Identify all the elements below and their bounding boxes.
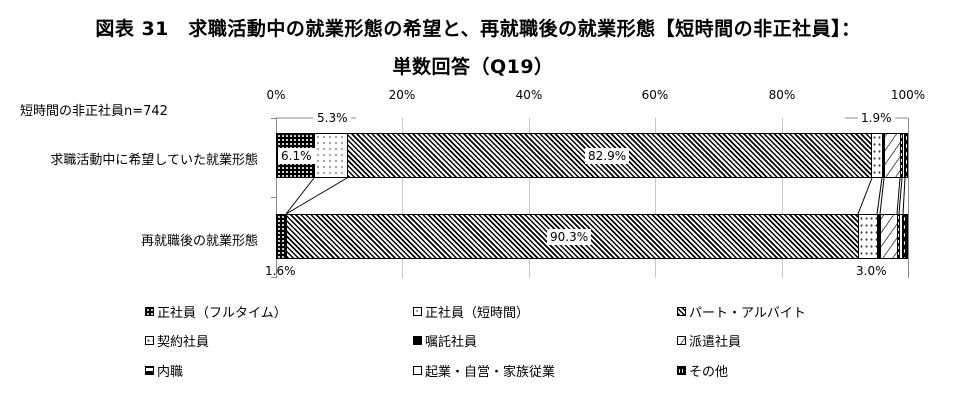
x-tick-0: 0% bbox=[266, 88, 286, 102]
data-label-bar2-fulltime: 1.6% bbox=[265, 264, 296, 278]
legend-swatch-icon bbox=[145, 366, 154, 375]
legend-swatch-icon bbox=[145, 336, 154, 345]
data-label-bar1-contract: 1.9% bbox=[858, 110, 895, 126]
y-axis bbox=[276, 118, 277, 278]
x-tick-40: 40% bbox=[515, 88, 543, 102]
category-label-actual: 再就職後の就業形態 bbox=[140, 234, 258, 249]
legend-swatch-icon bbox=[413, 336, 422, 345]
segment-other bbox=[902, 214, 908, 259]
y-axis-tick bbox=[271, 197, 276, 198]
gridline bbox=[655, 118, 656, 278]
data-label-bar1-part: 82.9% bbox=[585, 148, 630, 164]
legend-item-shokutaku: 嘱託社員 bbox=[413, 331, 477, 350]
legend-swatch-icon bbox=[677, 366, 686, 375]
data-label-bar1-fulltime: 6.1% bbox=[278, 148, 315, 164]
x-tick-60: 60% bbox=[641, 88, 669, 102]
legend-item-other: その他 bbox=[677, 361, 728, 380]
data-label-bar2-part: 90.3% bbox=[547, 229, 592, 245]
y-axis-tick bbox=[271, 118, 276, 119]
data-label-bar1-shorttime: 5.3% bbox=[314, 110, 351, 126]
legend-swatch-icon bbox=[677, 307, 686, 316]
segment-dispatch bbox=[880, 214, 898, 259]
legend-item-home-work: 内職 bbox=[145, 361, 183, 380]
gridline bbox=[402, 118, 403, 278]
segment-dispatch bbox=[884, 133, 901, 178]
legend-item-contract: 契約社員 bbox=[145, 331, 209, 350]
gridline bbox=[908, 118, 909, 278]
legend-swatch-icon bbox=[677, 336, 686, 345]
legend-item-dispatch: 派遣社員 bbox=[677, 331, 741, 350]
x-tick-100: 100% bbox=[890, 88, 926, 102]
legend-item-shorttime: 正社員（短時間） bbox=[413, 302, 529, 321]
legend-swatch-icon bbox=[145, 307, 154, 316]
sample-size-label: 短時間の非正社員n=742 bbox=[20, 104, 168, 119]
legend-swatch-icon bbox=[413, 307, 422, 316]
category-label-desired: 求職活動中に希望していた就業形態 bbox=[50, 153, 258, 168]
y-axis-tick bbox=[271, 277, 276, 278]
legend-item-part-time: パート・アルバイト bbox=[677, 302, 806, 321]
legend-swatch-icon bbox=[413, 366, 422, 375]
x-tick-20: 20% bbox=[388, 88, 416, 102]
segment-contract bbox=[858, 214, 878, 259]
bar-actual bbox=[276, 214, 908, 259]
segment-shorttime bbox=[314, 133, 348, 178]
legend-item-fulltime: 正社員（フルタイム） bbox=[145, 302, 287, 321]
chart-subtitle: 単数回答（Q19） bbox=[392, 56, 554, 78]
legend-item-self-employed: 起業・自営・家族従業 bbox=[413, 361, 555, 380]
gridline bbox=[782, 118, 783, 278]
x-tick-80: 80% bbox=[768, 88, 796, 102]
data-label-bar2-contract: 3.0% bbox=[856, 264, 887, 278]
segment-other bbox=[904, 133, 908, 178]
chart-title: 図表 31 求職活動中の就業形態の希望と、再就職後の就業形態【短時間の非正社員】… bbox=[95, 18, 861, 40]
gridline bbox=[529, 118, 530, 278]
